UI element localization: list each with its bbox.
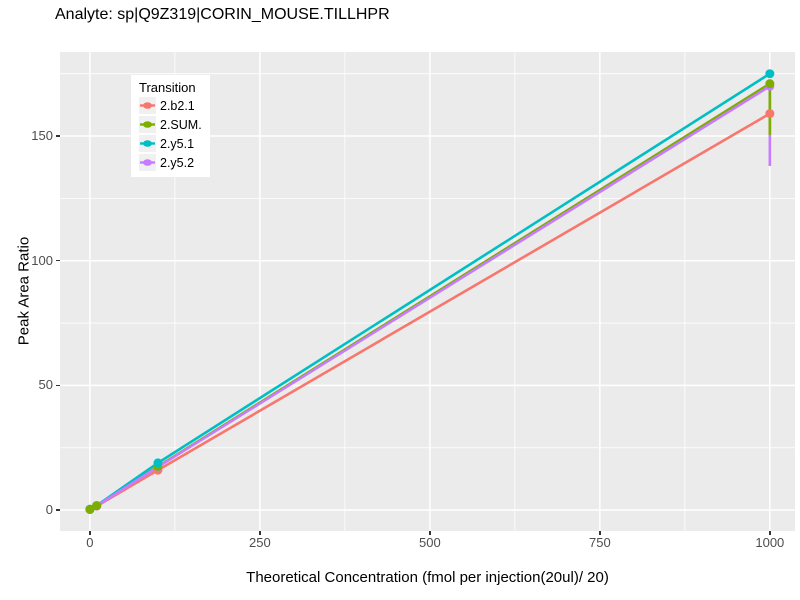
legend-title: Transition (139, 80, 196, 95)
legend-item-label: 2.SUM. (160, 117, 202, 132)
legend-item: 2.y5.2 (139, 154, 202, 171)
y-tick-label: 50 (38, 377, 53, 393)
chart-title: Analyte: sp|Q9Z319|CORIN_MOUSE.TILLHPR (55, 6, 390, 23)
legend: Transition 2.b2.1 2.SUM. 2.y5.1 2.y5.2 (131, 75, 210, 177)
x-tick-mark (599, 531, 601, 535)
x-tick-mark (259, 531, 261, 535)
y-tick-label: 150 (31, 128, 53, 144)
x-tick-mark (429, 531, 431, 535)
legend-item-label: 2.b2.1 (160, 98, 195, 113)
data-point-2.y5.1 (765, 69, 775, 79)
data-point-2.b2.1 (765, 109, 775, 119)
legend-item: 2.b2.1 (139, 97, 202, 114)
data-point-2.SUM. (765, 79, 775, 89)
legend-key-icon (139, 135, 156, 152)
y-tick-label: 100 (31, 252, 53, 268)
x-tick-mark (89, 531, 91, 535)
y-tick-mark (56, 259, 60, 262)
y-tick-mark (56, 135, 60, 137)
legend-key-icon (139, 154, 156, 171)
x-tick-mark (769, 531, 771, 535)
legend-key-icon (139, 116, 156, 133)
x-tick-label: 0 (86, 535, 94, 550)
legend-items: 2.b2.1 2.SUM. 2.y5.1 2.y5.2 (139, 97, 202, 171)
plot-canvas (60, 52, 795, 531)
legend-item: 2.SUM. (139, 116, 202, 133)
legend-key-icon (139, 97, 156, 114)
x-axis-title: Theoretical Concentration (fmol per inje… (246, 569, 609, 586)
x-tick-label: 750 (589, 535, 611, 550)
major-gridlines (60, 52, 795, 531)
y-tick-mark (56, 384, 60, 387)
x-tick-label: 1000 (755, 535, 785, 550)
legend-item: 2.y5.1 (139, 135, 202, 152)
y-tick-mark (56, 509, 60, 511)
y-tick-label: 0 (45, 502, 53, 518)
data-point-2.SUM. (92, 501, 102, 511)
legend-item-label: 2.y5.2 (160, 155, 195, 170)
data-point-2.y5.1 (153, 458, 163, 468)
legend-item-label: 2.y5.1 (160, 136, 195, 151)
data-point-2.SUM. (85, 504, 95, 514)
x-tick-label: 250 (249, 535, 271, 550)
x-tick-label: 500 (419, 535, 441, 550)
